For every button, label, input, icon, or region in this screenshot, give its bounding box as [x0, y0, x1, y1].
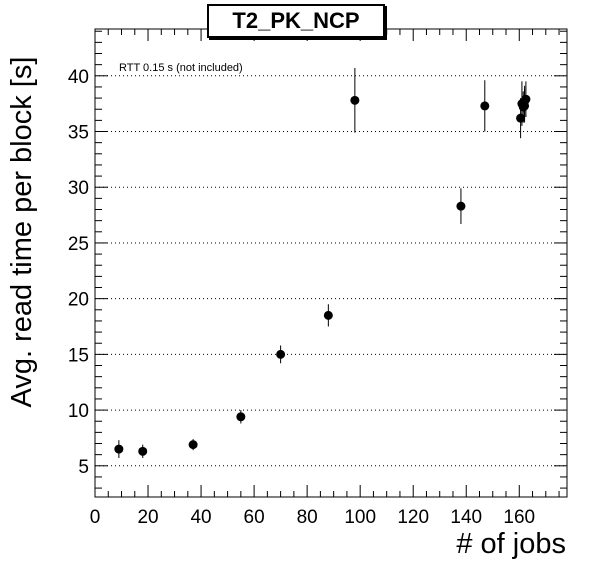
rtt-annotation: RTT 0.15 s (not included): [119, 62, 243, 74]
y-tick-label: 20: [68, 290, 89, 311]
data-point: [520, 101, 530, 111]
x-tick-label: 40: [190, 507, 211, 528]
data-point: [456, 201, 466, 211]
data-point: [114, 444, 124, 454]
y-tick-label: 10: [68, 401, 89, 422]
data-point: [350, 95, 360, 105]
data-point: [521, 94, 531, 104]
x-tick-label: 80: [297, 507, 318, 528]
y-tick-label: 5: [78, 457, 89, 478]
data-point: [276, 349, 286, 359]
x-tick-label: 140: [450, 507, 482, 528]
y-tick-label: 15: [68, 345, 89, 366]
data-point: [323, 310, 333, 320]
x-tick-label: 120: [397, 507, 429, 528]
y-axis-label: Avg. read time per block [s]: [6, 56, 38, 408]
data-point: [138, 446, 148, 456]
x-tick-label: 60: [244, 507, 265, 528]
y-tick-label: 40: [68, 67, 89, 88]
x-tick-label: 160: [503, 507, 535, 528]
data-point: [236, 412, 246, 422]
y-tick-label: 30: [68, 178, 89, 199]
x-tick-label: 0: [90, 507, 101, 528]
chart-title: T2_PK_NCP: [232, 8, 360, 33]
y-tick-label: 35: [68, 123, 89, 144]
x-tick-label: 20: [137, 507, 158, 528]
x-axis-label: # of jobs: [456, 528, 566, 560]
title-box: T2_PK_NCP: [207, 4, 385, 38]
data-point: [480, 101, 490, 111]
plot-frame: [94, 28, 568, 498]
x-tick-label: 100: [344, 507, 376, 528]
data-point: [188, 440, 198, 450]
y-tick-label: 25: [68, 234, 89, 255]
